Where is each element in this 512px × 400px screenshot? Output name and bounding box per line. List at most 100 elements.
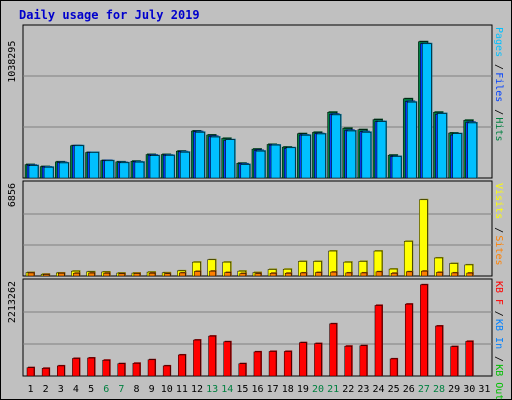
bar-sites-day-13-face — [210, 271, 216, 276]
bar-kb_f-day-17-face — [269, 351, 276, 376]
bar-sites-day-26 — [406, 271, 413, 276]
legend-item: / — [493, 356, 504, 362]
bar-kb_f-day-30-face — [466, 341, 473, 376]
bar-sites-day-4-face — [73, 273, 79, 276]
bar-pages-day-9-face — [150, 156, 159, 178]
x-tick-label: 20 — [312, 384, 324, 395]
bar-kb_f-day-24-face — [375, 305, 382, 376]
legend-item: / — [493, 227, 504, 233]
bar-pages-day-22-face — [347, 131, 356, 178]
x-tick-label: 8 — [133, 384, 139, 395]
bar-kb_f-day-8 — [133, 362, 141, 376]
bar-sites-day-27 — [421, 270, 428, 276]
bar-visits-day-26 — [404, 240, 413, 276]
bar-kb_f-day-11-face — [178, 355, 185, 376]
x-tick-label: 6 — [103, 384, 109, 395]
bar-sites-day-2-face — [43, 274, 49, 276]
bar-pages-day-9 — [150, 155, 160, 178]
legend-item: / — [493, 109, 504, 115]
bar-pages-day-25 — [392, 156, 402, 178]
bar-sites-day-16-face — [255, 274, 261, 276]
bar-sites-day-3-face — [58, 273, 64, 276]
bar-pages-day-24-face — [377, 122, 386, 178]
x-tick-label: 10 — [161, 384, 173, 395]
bar-pages-day-30 — [468, 122, 478, 178]
bar-kb_f-day-29 — [451, 346, 459, 376]
legend-item: Pages — [493, 27, 504, 57]
x-tick-label: 11 — [176, 384, 188, 395]
bar-pages-day-13 — [211, 136, 221, 178]
bar-sites-day-25-face — [391, 273, 397, 276]
bar-sites-day-16 — [255, 273, 262, 276]
bar-kb_f-day-18 — [284, 350, 292, 376]
x-tick-label: 7 — [118, 384, 124, 395]
bar-sites-day-30-face — [467, 273, 473, 276]
bar-kb_f-day-29-face — [451, 347, 458, 376]
bar-pages-day-21 — [332, 114, 342, 178]
bar-pages-day-1 — [29, 165, 39, 178]
bar-pages-day-23-face — [362, 132, 371, 178]
bar-sites-day-14-face — [225, 273, 231, 276]
bar-kb_f-day-4 — [72, 357, 80, 376]
bar-visits-day-26-face — [404, 241, 412, 276]
bar-sites-day-17 — [270, 272, 277, 276]
bar-kb_f-day-25 — [390, 358, 398, 376]
bar-kb_f-day-21-face — [330, 324, 337, 376]
bar-sites-day-5 — [89, 272, 96, 276]
x-tick-label: 24 — [373, 384, 385, 395]
bar-pages-day-8-face — [135, 162, 144, 178]
bar-sites-day-17-face — [270, 273, 276, 276]
bar-sites-day-13 — [210, 270, 217, 276]
legend-item: Visits — [493, 183, 504, 219]
bar-kb_f-day-13 — [209, 335, 217, 376]
x-tick-label: 4 — [73, 384, 79, 395]
bar-pages-day-12 — [195, 131, 205, 178]
bar-kb_f-day-16 — [254, 351, 262, 376]
bar-kb_f-day-14 — [224, 341, 232, 376]
bar-kb_f-day-10-face — [163, 366, 170, 376]
bar-sites-day-3 — [58, 272, 65, 276]
legend-item: Hits — [493, 117, 504, 141]
bar-pages-day-11-face — [180, 152, 189, 178]
bar-sites-day-22-face — [346, 273, 352, 276]
bar-kb_f-day-1 — [27, 367, 35, 376]
bar-sites-day-21 — [331, 271, 338, 276]
bar-pages-day-27-face — [422, 44, 431, 178]
bar-pages-day-20-face — [316, 134, 325, 178]
bar-pages-day-17 — [271, 144, 281, 178]
bar-pages-day-17-face — [271, 145, 280, 178]
legend-hits-files-pages: Pages / Files / Hits — [493, 27, 504, 141]
legend-item: / — [493, 64, 504, 70]
bar-kb_f-day-23-face — [360, 346, 367, 376]
x-tick-label: 23 — [357, 384, 369, 395]
bar-sites-day-11-face — [179, 273, 185, 276]
bar-sites-day-20 — [315, 272, 322, 276]
chart-title: Daily usage for July 2019 — [19, 8, 200, 22]
bar-sites-day-7-face — [119, 274, 125, 276]
bar-pages-day-18 — [286, 147, 296, 178]
bar-kb_f-day-27-face — [420, 285, 427, 376]
x-tick-label: 21 — [327, 384, 339, 395]
bar-sites-day-28-face — [436, 272, 442, 276]
bar-pages-day-25-face — [392, 157, 401, 178]
bar-kb_f-day-14-face — [224, 342, 231, 376]
legend-kbytes: KB F/KB In/KB Out/Sites/Visits — [493, 281, 504, 400]
bar-kb_f-day-30 — [466, 340, 474, 376]
bar-pages-day-5-face — [90, 153, 99, 179]
bar-kb_f-day-16-face — [254, 352, 261, 376]
legend-item: / — [493, 311, 504, 317]
bar-kb_f-day-4-face — [72, 358, 79, 376]
bar-pages-day-5 — [90, 152, 100, 179]
bar-pages-day-20 — [316, 133, 326, 178]
bar-sites-day-5-face — [89, 273, 95, 276]
bar-pages-day-21-face — [332, 115, 341, 178]
bar-kb_f-day-11 — [178, 354, 186, 376]
bar-kb_f-day-12 — [193, 339, 201, 376]
bar-kb_f-day-18-face — [284, 351, 291, 376]
bar-kb_f-day-6-face — [103, 360, 110, 376]
bar-pages-day-24 — [377, 121, 387, 178]
bar-pages-day-3 — [59, 162, 69, 178]
bar-sites-day-1 — [28, 272, 35, 276]
bar-sites-day-2 — [43, 273, 50, 276]
